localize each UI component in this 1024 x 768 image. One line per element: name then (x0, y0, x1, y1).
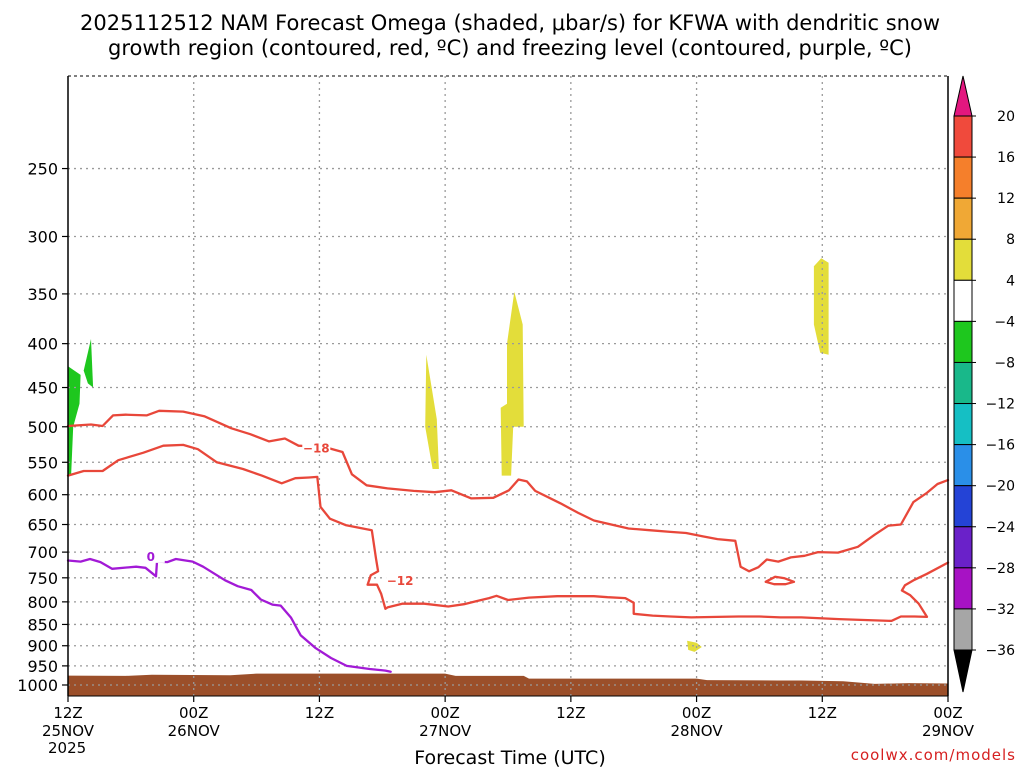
colorbar-segment (953, 444, 973, 487)
x-tick-label-date: 28NOV (671, 722, 724, 740)
contour-label-minus12-dgz-bottom: −12 (387, 574, 414, 588)
colorbar-label: 8 (1006, 232, 1015, 248)
y-tick-label-850: 850 (27, 615, 58, 634)
colorbar-segment (953, 197, 973, 240)
x-tick-label-year: 2025 (48, 739, 86, 757)
x-tick-label-time: 12Z (808, 704, 837, 722)
x-tick-label-time: 12Z (556, 704, 585, 722)
colorbar-label: −24 (985, 520, 1015, 536)
y-tick-label-900: 900 (27, 637, 58, 656)
y-tick-label-950: 950 (27, 657, 58, 676)
ground-fill (68, 673, 948, 696)
contour-layer: −18 −12 0 (66, 409, 950, 673)
colorbar-label: −20 (985, 479, 1015, 495)
omega-shading-layer (68, 258, 829, 652)
colorbar-label: −4 (994, 314, 1015, 330)
y-tick-label-700: 700 (27, 543, 58, 562)
contour-zero-freezing-level (66, 557, 392, 673)
x-tick-label-time: 12Z (53, 704, 82, 722)
y-tick-label-550: 550 (27, 453, 58, 472)
colorbar-label: 16 (997, 150, 1015, 166)
omega-region-sink-upper (813, 258, 829, 355)
colorbar-label: −16 (985, 438, 1015, 454)
y-tick-label-600: 600 (27, 486, 58, 505)
title-line-2: growth region (contoured, red, ºC) and f… (108, 36, 912, 60)
colorbar-segment (953, 279, 973, 322)
x-tick-label-date: 29NOV (922, 722, 975, 740)
colorbar-label: 4 (1006, 273, 1015, 289)
y-tick-label-400: 400 (27, 335, 58, 354)
contour-label-bg (136, 548, 165, 563)
y-tick-label-300: 300 (27, 227, 58, 246)
omega-region-rise-left-2 (83, 339, 94, 388)
y-tick-label-250: 250 (27, 160, 58, 179)
contour-minus18-dgz-top (66, 409, 950, 573)
contour-label-bg (302, 440, 331, 455)
colorbar-segment (953, 567, 973, 610)
colorbar-bottom-triangle (953, 649, 973, 693)
contour-minus18-dgz-island (764, 575, 796, 586)
colorbar-segment (953, 608, 973, 651)
colorbar-segment (953, 238, 973, 281)
colorbar-segment (953, 156, 973, 199)
omega-region-sink-aloft (425, 354, 439, 469)
colorbar-label: −12 (985, 397, 1015, 413)
x-tick-label-date: 27NOV (419, 722, 472, 740)
colorbar-segment (953, 485, 973, 528)
y-tick-label-500: 500 (27, 418, 58, 437)
contour-label-bg (386, 572, 415, 587)
plot-area: −18 −12 0 (66, 75, 950, 697)
y-tick-label-650: 650 (27, 516, 58, 535)
colorbar-label: −28 (985, 561, 1015, 577)
x-tick-label-time: 00Z (682, 704, 711, 722)
omega-region-sink-mid (500, 291, 524, 476)
contour-label-minus18-dgz-top: −18 (303, 441, 330, 455)
credit-text: coolwx.com/models (851, 746, 1016, 764)
x-tick-label-time: 00Z (179, 704, 208, 722)
colorbar-label: 12 (997, 191, 1015, 207)
contour-minus12-dgz-bottom (66, 443, 950, 623)
ground-layer (68, 673, 948, 696)
y-tick-label-450: 450 (27, 379, 58, 398)
x-tick-label-date: 25NOV (42, 722, 95, 740)
title-line-1: 2025112512 NAM Forecast Omega (shaded, μ… (80, 11, 940, 35)
x-tick-label-time: 12Z (305, 704, 334, 722)
y-tick-label-350: 350 (27, 285, 58, 304)
x-tick-label-date: 26NOV (168, 722, 221, 740)
x-tick-label-time: 00Z (933, 704, 962, 722)
colorbar-segment (953, 115, 973, 158)
y-axis: 250 300 350 400 450 500 550 600 650 700 750 800 850 9… (17, 160, 68, 695)
gridlines (68, 76, 948, 696)
colorbar-segment (953, 403, 973, 446)
y-tick-label-750: 750 (27, 569, 58, 588)
colorbar-label: −36 (985, 643, 1015, 659)
colorbar-top-triangle (953, 75, 973, 117)
omega-region-rise-left (68, 366, 81, 476)
omega-region-sink-low (687, 640, 702, 652)
x-tick-label-time: 00Z (430, 704, 459, 722)
colorbar-label: 20 (997, 109, 1015, 125)
contour-label-zero-freezing-level: 0 (147, 550, 155, 564)
y-tick-label-1000: 1000 (17, 676, 58, 695)
colorbar-segment (953, 320, 973, 363)
y-tick-label-800: 800 (27, 593, 58, 612)
x-axis-title: Forecast Time (UTC) (414, 747, 605, 768)
colorbar-segment (953, 526, 973, 569)
colorbar-label: −32 (985, 602, 1015, 618)
chart-title: 2025112512 NAM Forecast Omega (shaded, μ… (80, 11, 940, 60)
colorbar-label: −8 (994, 355, 1015, 371)
colorbar-segment (953, 361, 973, 405)
colorbar: 20 16 12 8 4 −4 −8 −12 −16 −20 −24 −28 −32 −36 (953, 75, 1015, 693)
